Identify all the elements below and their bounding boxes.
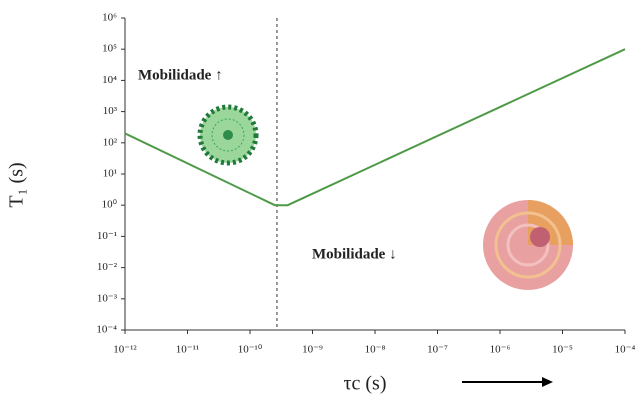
chart: Mobilidade ↑ Mobilidade ↓ T₁ (s) τc (s) … xyxy=(0,0,641,403)
y-axis-label: T₁ (s) xyxy=(6,162,28,207)
y-tick-label: 10⁵ xyxy=(102,43,117,55)
x-tick-label: 10⁻⁷ xyxy=(427,344,448,356)
y-tick-label: 10⁻² xyxy=(97,261,118,273)
y-tick-label: 10¹ xyxy=(103,168,117,180)
y-tick-label: 10³ xyxy=(103,105,118,117)
y-tick-label: 10⁻¹ xyxy=(97,230,117,242)
x-axis-label: τc (s) xyxy=(343,373,386,395)
micelle-icon xyxy=(200,107,256,163)
x-tick-label: 10⁻⁶ xyxy=(490,344,511,356)
x-tick-label: 10⁻¹⁰ xyxy=(238,344,263,356)
y-tick-label: 10⁻³ xyxy=(97,292,118,304)
y-tick-label: 10⁴ xyxy=(102,74,117,86)
y-tick-label: 10⁰ xyxy=(102,199,118,211)
annotation: Mobilidade ↓ xyxy=(312,246,397,262)
arrow xyxy=(462,377,553,387)
x-tick-label: 10⁻¹¹ xyxy=(176,344,199,356)
solid-icon xyxy=(483,200,573,290)
annotation: Mobilidade ↑ xyxy=(138,67,223,83)
y-tick-label: 10⁻⁴ xyxy=(96,324,117,336)
x-tick-label: 10⁻⁵ xyxy=(552,344,573,356)
x-tick-label: 10⁻⁸ xyxy=(365,344,386,356)
y-tick-label: 10² xyxy=(103,136,118,148)
y-tick-label: 10⁶ xyxy=(102,12,117,24)
x-tick-label: 10⁻⁴ xyxy=(615,344,636,356)
x-tick-label: 10⁻⁹ xyxy=(302,344,323,356)
x-tick-label: 10⁻¹² xyxy=(113,344,137,356)
